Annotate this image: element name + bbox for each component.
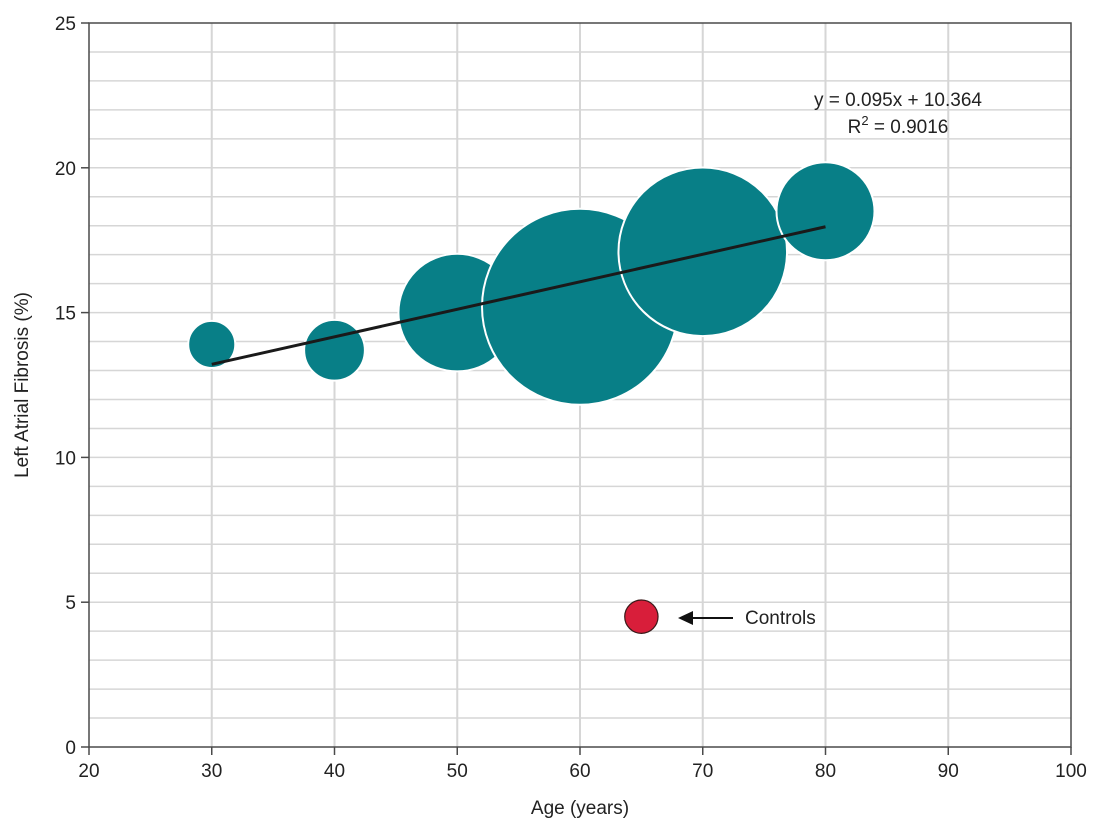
x-tick-label: 20	[78, 761, 99, 782]
x-tick-label: 100	[1055, 761, 1087, 782]
y-axis-title: Left Atrial Fibrosis (%)	[12, 292, 33, 478]
x-tick-label: 60	[569, 761, 590, 782]
trendline-equation: y = 0.095x + 10.364	[814, 90, 982, 111]
r-squared-superscript: 2	[861, 113, 868, 128]
axes: 20 30 40 50 60 70 80 90 100 0 5 10 15 20 25	[55, 14, 1087, 782]
controls-arrow-head	[678, 611, 693, 625]
x-tick-label: 50	[447, 761, 468, 782]
y-tick-label: 0	[65, 738, 76, 759]
y-tick-label: 25	[55, 14, 76, 35]
control-bubble	[624, 599, 659, 634]
y-tick-label: 5	[65, 593, 76, 614]
r-squared-label: R2 = 0.9016	[848, 113, 949, 138]
trendline-group	[211, 225, 826, 366]
x-tick-label: 90	[938, 761, 959, 782]
data-bubble	[187, 319, 237, 369]
annotations: y = 0.095x + 10.364 R2 = 0.9016 Controls	[678, 90, 982, 629]
trendline	[211, 225, 826, 366]
x-tick-label: 40	[324, 761, 345, 782]
x-tick-label: 70	[692, 761, 713, 782]
data-bubble	[303, 318, 366, 382]
x-tick-label: 30	[201, 761, 222, 782]
controls-label: Controls	[745, 608, 816, 629]
y-tick-label: 20	[55, 159, 76, 180]
x-tick-label: 80	[815, 761, 836, 782]
r-squared-prefix: R	[848, 117, 862, 138]
data-bubble	[775, 161, 876, 262]
r-squared-value: = 0.9016	[869, 117, 949, 138]
y-tick-label: 10	[55, 448, 76, 469]
data-bubble	[617, 166, 789, 338]
x-axis-title: Age (years)	[531, 798, 629, 819]
bubbles	[187, 161, 876, 634]
y-tick-label: 15	[55, 304, 76, 325]
